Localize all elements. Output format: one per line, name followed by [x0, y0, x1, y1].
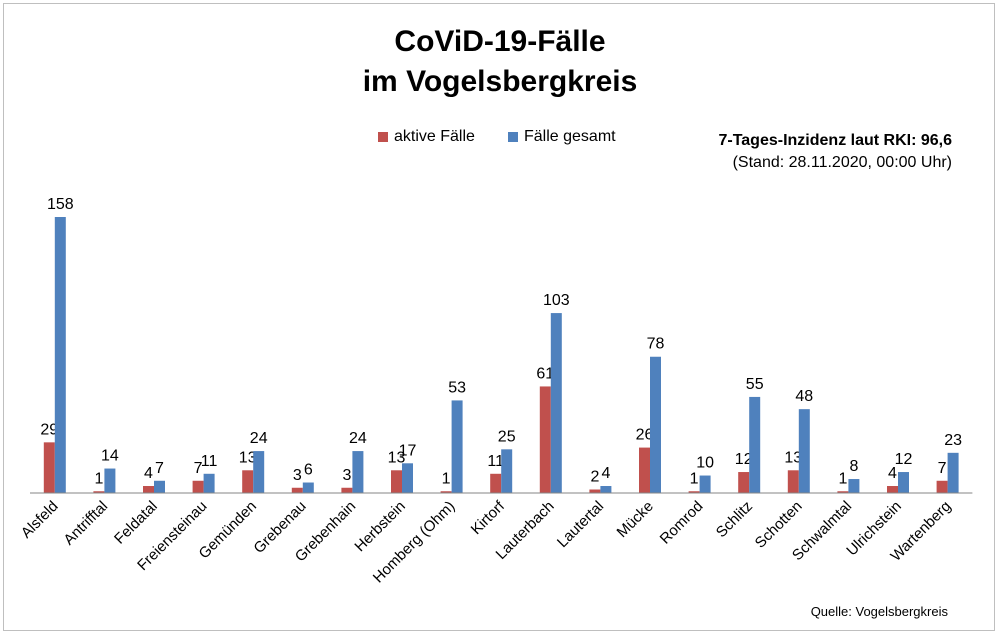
legend-label-active: aktive Fälle: [394, 128, 475, 145]
x-tick-label: Feldatal: [111, 498, 161, 548]
incidence-box: 7-Tages-Inzidenz laut RKI: 96,6 (Stand: …: [718, 130, 952, 174]
bar-total: [699, 475, 711, 493]
data-label-total: 4: [601, 465, 610, 482]
data-label-total: 17: [399, 442, 417, 459]
x-tick-label: Kirtorf: [468, 497, 509, 538]
data-label-active: 3: [342, 467, 351, 484]
data-label-active: 13: [784, 449, 802, 466]
legend-swatch-total: [508, 132, 518, 142]
bar-total: [203, 473, 215, 493]
data-label-total: 10: [696, 455, 714, 472]
stand-label: (Stand: 28.11.2020, 00:00 Uhr): [732, 154, 952, 171]
data-label-total: 78: [647, 336, 665, 353]
data-label-total: 12: [895, 451, 913, 468]
bar-active: [887, 486, 898, 493]
bar-active: [688, 491, 700, 493]
data-label-active: 3: [293, 467, 302, 484]
data-label-active: 1: [94, 470, 103, 487]
data-label-active: 1: [838, 470, 847, 487]
bar-total: [848, 479, 860, 493]
x-tick-label: Lautertal: [554, 498, 607, 551]
data-label-active: 61: [536, 365, 554, 382]
bar-active: [93, 491, 105, 493]
data-label-total: 14: [101, 448, 119, 465]
data-label-active: 12: [735, 451, 753, 468]
legend-item-active: aktive Fälle: [378, 128, 475, 146]
chart-title-line1: CoViD-19-Fälle: [394, 25, 606, 58]
data-label-active: 4: [144, 465, 153, 482]
legend-label-total: Fälle gesamt: [524, 128, 616, 145]
data-label-active: 4: [888, 465, 897, 482]
bar-total: [451, 400, 463, 493]
bar-active: [787, 470, 799, 493]
data-label-total: 11: [201, 453, 218, 470]
bar-active: [837, 491, 849, 493]
bar-active: [589, 489, 601, 493]
x-tick-label: Alsfeld: [18, 498, 62, 542]
bar-active: [291, 487, 303, 493]
data-label-active: 29: [40, 421, 58, 438]
data-label-active: 1: [442, 470, 451, 487]
chart-title: CoViD-19-Fälle im Vogelsbergkreis: [0, 22, 1000, 102]
data-label-total: 6: [304, 462, 313, 479]
bar-active: [43, 442, 55, 493]
bar-total: [352, 451, 364, 493]
bar-total: [154, 480, 165, 493]
data-label-total: 8: [849, 458, 858, 475]
bar-total: [600, 486, 612, 493]
data-label-total: 158: [47, 196, 74, 213]
data-label-active: 13: [239, 449, 257, 466]
incidence-label: 7-Tages-Inzidenz laut RKI: 96,6: [718, 132, 952, 149]
source-label: Quelle: Vogelsbergkreis: [810, 604, 948, 619]
bar-total: [898, 472, 909, 493]
data-label-total: 53: [448, 379, 466, 396]
x-tick-label: Antrifftal: [60, 498, 111, 549]
bar-total: [402, 463, 413, 493]
data-label-total: 103: [543, 292, 570, 309]
data-label-total: 24: [349, 430, 367, 447]
bar-active: [391, 470, 402, 493]
bar-total: [302, 482, 314, 493]
chart-title-line2: im Vogelsbergkreis: [362, 65, 638, 98]
x-tick-label: Romrod: [657, 498, 707, 548]
bar-total: [501, 449, 513, 493]
data-label-total: 48: [795, 388, 813, 405]
bar-total: [749, 396, 761, 493]
bar-total: [798, 409, 810, 493]
data-label-active: 7: [938, 460, 947, 477]
data-label-total: 55: [746, 376, 764, 393]
data-label-active: 7: [194, 460, 203, 477]
bar-total: [54, 217, 66, 493]
bar-total: [104, 468, 116, 493]
legend-item-total: Fälle gesamt: [508, 128, 616, 146]
data-label-total: 23: [944, 432, 962, 449]
bar-active: [242, 470, 254, 493]
bar-active: [936, 480, 948, 493]
data-label-total: 24: [250, 430, 268, 447]
bar-active: [490, 473, 502, 493]
bar-active: [639, 447, 650, 493]
bar-total: [650, 356, 661, 493]
data-label-active: 11: [487, 453, 504, 470]
legend-swatch-active: [378, 132, 388, 142]
data-label-active: 2: [590, 469, 599, 486]
bar-active: [440, 491, 452, 493]
bar-total: [550, 313, 562, 493]
bar-active: [738, 472, 750, 493]
data-label-total: 7: [155, 460, 164, 477]
bar-active: [192, 480, 204, 493]
data-label-total: 25: [498, 428, 516, 445]
data-label-active: 1: [690, 470, 699, 487]
chart-frame: [3, 3, 995, 631]
x-tick-label: Schlitz: [713, 498, 756, 541]
x-tick-label: Mücke: [614, 498, 657, 541]
bar-total: [253, 451, 265, 493]
data-label-active: 13: [388, 449, 406, 466]
data-label-active: 26: [636, 427, 654, 444]
bar-active: [341, 487, 353, 493]
bar-active: [539, 386, 551, 493]
bar-active: [143, 486, 154, 493]
bar-total: [947, 452, 959, 493]
